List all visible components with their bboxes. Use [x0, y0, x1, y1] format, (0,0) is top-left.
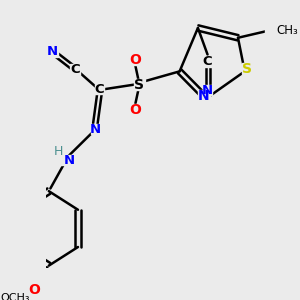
Bar	[130, 104, 141, 115]
Bar	[198, 90, 209, 101]
Text: O: O	[130, 103, 141, 116]
Bar	[242, 63, 253, 74]
Text: S: S	[242, 62, 252, 76]
Bar	[203, 56, 212, 67]
Text: N: N	[90, 122, 101, 136]
Bar	[203, 85, 212, 95]
Text: OCH₃: OCH₃	[0, 292, 30, 300]
Text: S: S	[134, 78, 145, 92]
Bar	[130, 55, 141, 65]
Bar	[134, 79, 145, 90]
Text: N: N	[64, 154, 75, 166]
Text: N: N	[198, 89, 210, 103]
Bar	[91, 124, 100, 134]
Text: N: N	[202, 83, 213, 97]
Bar	[48, 46, 58, 57]
Text: O: O	[28, 284, 40, 298]
Text: C: C	[203, 55, 212, 68]
Text: C: C	[70, 63, 80, 76]
Text: C: C	[94, 82, 104, 96]
Text: N: N	[47, 45, 58, 58]
Text: CH₃: CH₃	[277, 24, 298, 37]
Bar	[58, 155, 75, 165]
Bar	[4, 292, 26, 300]
Bar	[265, 25, 288, 36]
Bar	[29, 285, 40, 296]
Text: H: H	[54, 145, 63, 158]
Bar	[70, 64, 80, 75]
Bar	[94, 84, 104, 94]
Text: O: O	[130, 53, 141, 67]
